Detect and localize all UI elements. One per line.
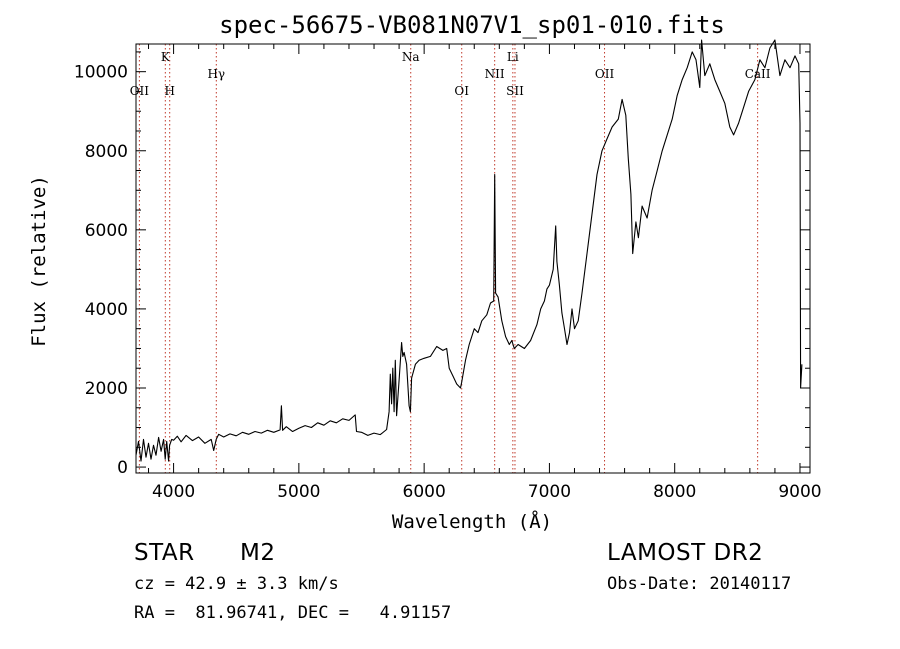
line-label-3: Hγ bbox=[207, 67, 225, 81]
line-label-4: Na bbox=[402, 50, 420, 64]
line-label-7: Li bbox=[507, 50, 519, 64]
y-tick-label-0: 0 bbox=[117, 458, 128, 478]
line-label-2: H bbox=[164, 84, 174, 98]
y-tick-label-5: 10000 bbox=[74, 63, 128, 83]
spectrum-line-0 bbox=[135, 39, 803, 462]
line-label-6: NII bbox=[485, 67, 505, 81]
x-tick-label-1: 5000 bbox=[277, 482, 320, 502]
x-axis: 4000 5000 6000 7000 8000 9000 bbox=[148, 44, 822, 502]
plot-frame bbox=[135, 43, 811, 474]
line-label-8: SII bbox=[506, 84, 524, 98]
x-tick-label-4: 8000 bbox=[653, 482, 696, 502]
line-label-1: K bbox=[161, 50, 171, 64]
coordinates: RA = 81.96741, DEC = 4.91157 bbox=[134, 603, 452, 623]
y-tick-label-1: 2000 bbox=[85, 379, 128, 399]
y-axis-label: Flux (relative) bbox=[28, 175, 50, 347]
y-tick-label-3: 6000 bbox=[85, 221, 128, 241]
survey-name: LAMOST DR2 bbox=[607, 540, 764, 566]
x-axis-label: Wavelength (Å) bbox=[392, 510, 552, 533]
x-tick-label-3: 7000 bbox=[528, 482, 571, 502]
line-label-9: OII bbox=[595, 67, 615, 81]
spectrum-series bbox=[135, 39, 803, 462]
object-subclass: M2 bbox=[240, 540, 276, 566]
x-tick-label-5: 9000 bbox=[778, 482, 821, 502]
y-axis: 0 2000 4000 6000 8000 10000 bbox=[74, 51, 810, 478]
x-tick-label-0: 4000 bbox=[152, 482, 195, 502]
object-type: STAR bbox=[134, 540, 195, 566]
line-label-10: CaII bbox=[745, 67, 771, 81]
line-label-5: OI bbox=[454, 84, 469, 98]
chart-title: spec-56675-VB081N07V1_sp01-010.fits bbox=[219, 11, 725, 39]
redshift-text: cz = 42.9 ± 3.3 km/s bbox=[134, 574, 339, 594]
y-tick-label-2: 4000 bbox=[85, 300, 128, 320]
y-tick-label-4: 8000 bbox=[85, 142, 128, 162]
obs-date: Obs-Date: 20140117 bbox=[607, 574, 792, 594]
x-tick-label-2: 6000 bbox=[403, 482, 446, 502]
